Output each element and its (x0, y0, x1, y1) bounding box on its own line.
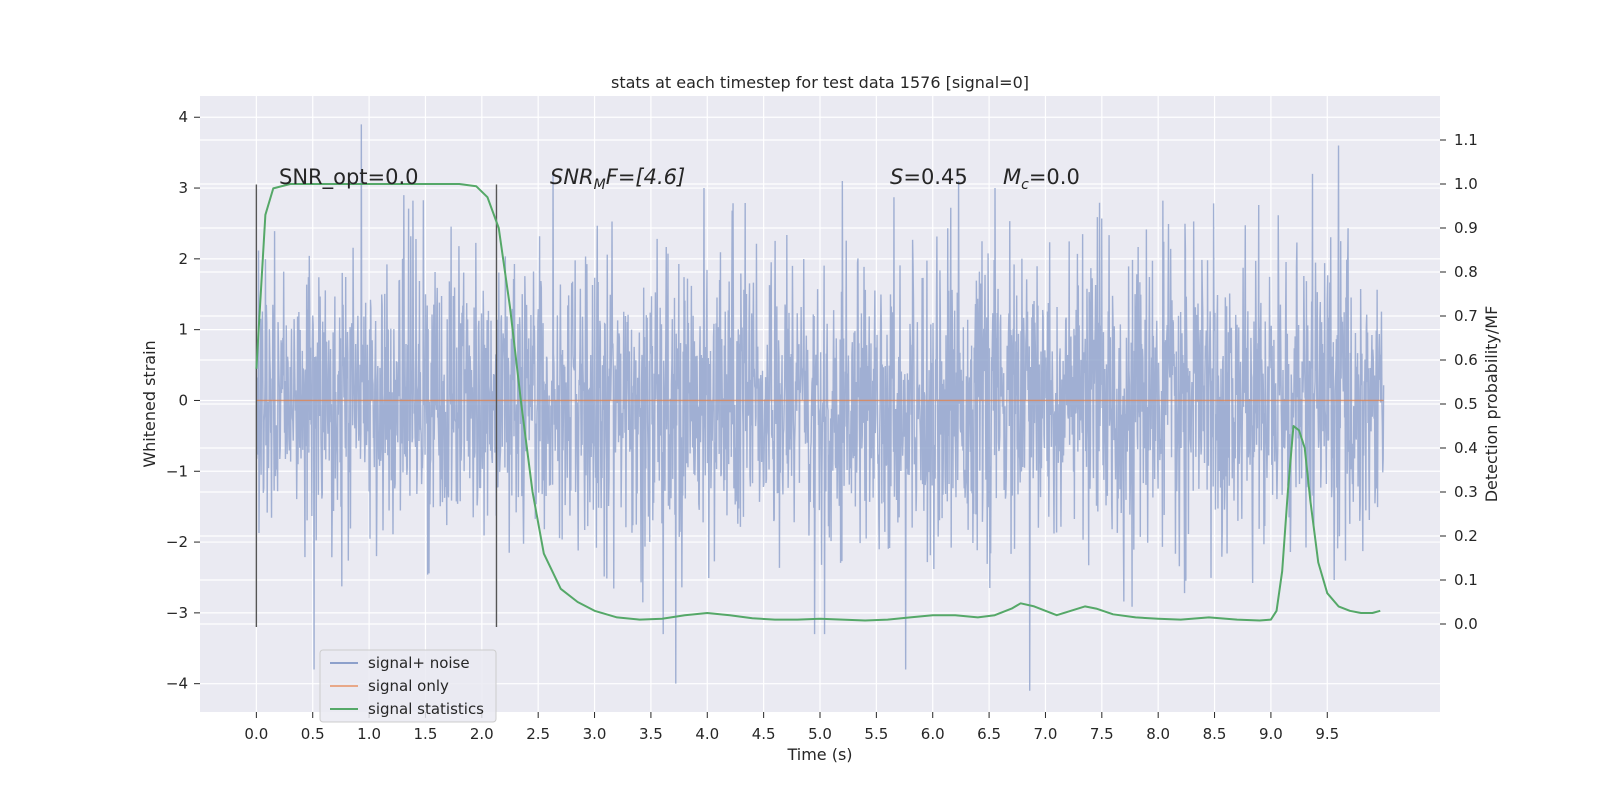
y-tick-label: 1 (178, 321, 188, 339)
y2-tick-label: 0.3 (1454, 483, 1478, 501)
legend-box (319, 649, 497, 723)
y-tick-label: −2 (166, 533, 188, 551)
x-tick-label: 6.5 (977, 725, 1001, 743)
x-tick-label: 0.5 (301, 725, 325, 743)
y2-tick-label: 0.7 (1454, 307, 1478, 325)
legend-label-signal-statistics: signal statistics (368, 700, 484, 718)
x-tick-label: 2.5 (526, 725, 550, 743)
y2-tick-label: 0.4 (1454, 439, 1478, 457)
x-tick-label: 8.5 (1203, 725, 1227, 743)
y2-tick-label: 0.1 (1454, 571, 1478, 589)
legend-label-signal-only: signal only (368, 677, 449, 695)
annotation-mc-val: =0.0 (1029, 165, 1080, 189)
x-tick-label: 5.0 (808, 725, 832, 743)
y-tick-label: 2 (178, 250, 188, 268)
annotation-mc: Mc=0.0 (1003, 165, 1080, 193)
annotation-s-val: =0.45 (903, 165, 967, 189)
y2-tick-label: 0.5 (1454, 395, 1478, 413)
x-tick-label: 1.5 (414, 725, 438, 743)
y2-tick-label: 0.6 (1454, 351, 1478, 369)
y2-axis-ticks: 1.1 1.0 0.9 0.8 0.7 0.6 0.5 0.4 0.3 0.2 0.1 0.0 (1440, 131, 1478, 633)
annotation-mc-sub: c (1021, 177, 1029, 193)
y-tick-label: 3 (178, 179, 188, 197)
vertical-markers (255, 184, 498, 628)
annotation-snr-mf-sub: M (594, 177, 606, 193)
signal-statistics-line (255, 183, 1381, 622)
x-tick-label: 7.5 (1090, 725, 1114, 743)
x-tick-label: 3.5 (639, 725, 663, 743)
chart-title: stats at each timestep for test data 157… (611, 73, 1029, 92)
legend: signal+ noise signal only signal statist… (319, 649, 497, 723)
y-tick-label: −1 (166, 462, 188, 480)
annotation-s-var: S (890, 165, 903, 189)
y-axis-ticks: 4 3 2 1 0 −1 −2 −3 −4 (166, 108, 200, 693)
annotations: SNR_opt=0.0 SNRMF=[4.6] S=0.45 Mc=0.0 (279, 165, 1080, 193)
signal-plus-noise-line (255, 124, 1385, 691)
x-tick-label: 0.0 (244, 725, 268, 743)
y-tick-label: 4 (178, 108, 188, 126)
x-tick-label: 4.0 (695, 725, 719, 743)
x-tick-label: 2.0 (470, 725, 494, 743)
x-tick-label: 3.0 (583, 725, 607, 743)
annotation-mc-var: M (1003, 165, 1021, 189)
y-axis-title: Whitened strain (140, 340, 159, 467)
annotation-snr-mf-rest: F=[4.6] (606, 165, 685, 189)
x-tick-label: 8.0 (1146, 725, 1170, 743)
y2-axis-title: Detection probability/MF (1482, 306, 1501, 503)
series-signal-statistics (255, 183, 1381, 622)
y2-tick-label: 1.1 (1454, 131, 1478, 149)
y-tick-label: −3 (166, 604, 188, 622)
y2-tick-label: 0.0 (1454, 615, 1478, 633)
x-tick-label: 9.0 (1259, 725, 1283, 743)
x-tick-label: 7.0 (1034, 725, 1058, 743)
y2-tick-label: 0.9 (1454, 219, 1478, 237)
annotation-snr-opt: SNR_opt=0.0 (279, 165, 419, 190)
x-axis-title: Time (s) (786, 745, 852, 764)
series-signal-plus-noise (255, 124, 1385, 691)
legend-label-signal-plus-noise: signal+ noise (368, 654, 470, 672)
x-axis-ticks: 0.0 0.5 1.0 1.5 2.0 2.5 3.0 3.5 4.0 4.5 5.0 5.5 6.0 6… (244, 712, 1339, 743)
x-tick-label: 9.5 (1315, 725, 1339, 743)
annotation-snr-mf: SNRMF=[4.6] (550, 165, 685, 193)
y2-tick-label: 0.2 (1454, 527, 1478, 545)
x-tick-label: 5.5 (864, 725, 888, 743)
plot-area (200, 96, 1440, 712)
y2-tick-label: 1.0 (1454, 175, 1478, 193)
y-tick-label: 0 (178, 391, 188, 409)
annotation-snr-mf-base: SNR (550, 165, 594, 189)
y-tick-label: −4 (166, 675, 188, 693)
x-tick-label: 6.0 (921, 725, 945, 743)
annotation-s: S=0.45 (890, 165, 968, 189)
y2-tick-label: 0.8 (1454, 263, 1478, 281)
x-tick-label: 1.0 (357, 725, 381, 743)
x-tick-label: 4.5 (752, 725, 776, 743)
